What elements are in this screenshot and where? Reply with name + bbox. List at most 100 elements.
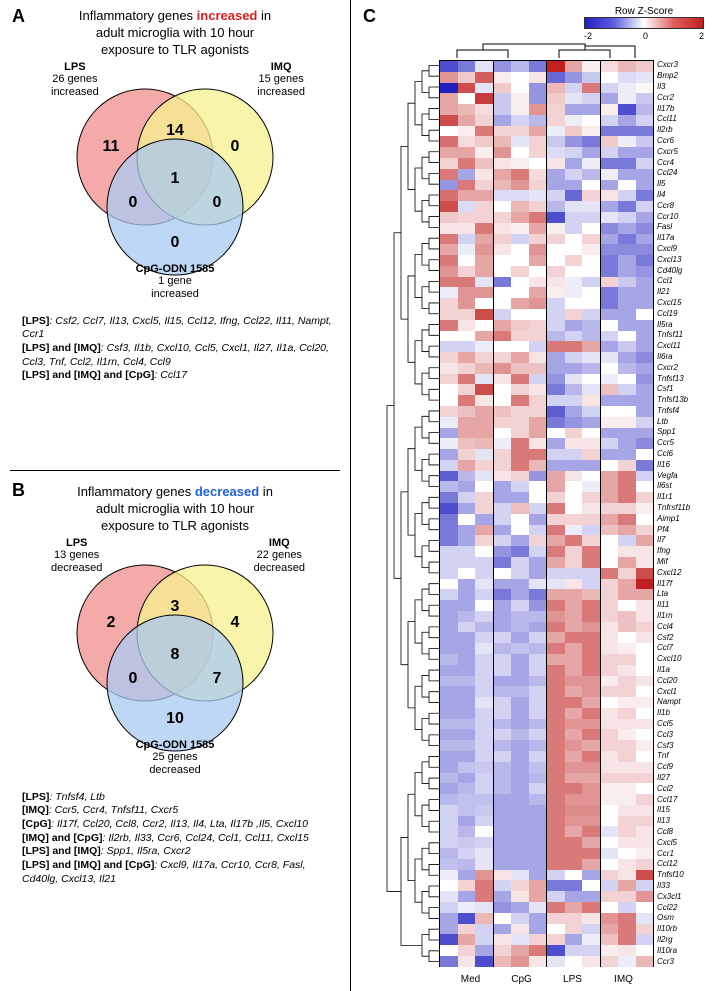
gene-label: Il5ra <box>654 319 710 330</box>
heatmap-row <box>440 309 653 320</box>
heatmap-cell <box>636 665 654 676</box>
heatmap-cell <box>440 816 458 827</box>
heatmap-cell <box>636 93 654 104</box>
heatmap-cell <box>636 266 654 277</box>
heatmap-cell <box>458 93 476 104</box>
heatmap-cell <box>547 492 565 503</box>
heatmap-cell <box>458 417 476 428</box>
heatmap-cell <box>458 115 476 126</box>
heatmap-cell <box>582 859 601 870</box>
heatmap-row <box>440 428 653 439</box>
heatmap-cell <box>475 611 494 622</box>
heatmap-cell <box>547 729 565 740</box>
heatmap-cell <box>601 255 619 266</box>
heatmap-cell <box>440 902 458 913</box>
heatmap-cell <box>511 223 529 234</box>
heatmap-cell <box>529 384 548 395</box>
heatmap-cell <box>565 837 583 848</box>
heatmap-cell <box>547 632 565 643</box>
heatmap-cell <box>618 579 636 590</box>
heatmap-row <box>440 676 653 687</box>
heatmap-row <box>440 859 653 870</box>
heatmap-cell <box>636 104 654 115</box>
heatmap-cell <box>440 341 458 352</box>
gene-label: Ccl22 <box>654 902 710 913</box>
heatmap-cell <box>475 201 494 212</box>
heatmap-cell <box>565 546 583 557</box>
heatmap-row <box>440 762 653 773</box>
heatmap-cell <box>565 773 583 784</box>
heatmap-cell <box>511 180 529 191</box>
heatmap-cell <box>547 126 565 137</box>
heatmap-cell <box>547 115 565 126</box>
heatmap-cell <box>565 514 583 525</box>
heatmap-cell <box>475 93 494 104</box>
heatmap-cell <box>440 643 458 654</box>
heatmap-cell <box>529 277 548 288</box>
heatmap-cell <box>458 611 476 622</box>
bt3: adult microglia with 10 hour <box>96 501 254 516</box>
heatmap-cell <box>636 72 654 83</box>
ztick: 0 <box>643 31 648 41</box>
heatmap-cell <box>440 331 458 342</box>
heatmap-cell <box>458 83 476 94</box>
heatmap-cell <box>618 891 636 902</box>
heatmap-cell <box>547 61 565 72</box>
heatmap-cell <box>636 762 654 773</box>
heatmap-cell <box>582 956 601 967</box>
heatmap-cell <box>565 751 583 762</box>
heatmap-cell <box>636 471 654 482</box>
heatmap-cell <box>636 147 654 158</box>
svg-text:0: 0 <box>171 234 180 251</box>
heatmap-cell <box>636 395 654 406</box>
heatmap-cell <box>494 611 512 622</box>
heatmap-cell <box>636 913 654 924</box>
heatmap-cell <box>494 945 512 956</box>
heatmap-cell <box>636 525 654 536</box>
gene-labels: Cxcr3Bmp2Il3Ccr2Il17bCcl11Il2rbCcr6Cxcr5… <box>654 60 710 967</box>
heatmap-cell <box>565 557 583 568</box>
heatmap-cell <box>636 61 654 72</box>
heatmap-cell <box>618 471 636 482</box>
heatmap-cell <box>458 805 476 816</box>
heatmap-cell <box>547 816 565 827</box>
heatmap-cell <box>475 697 494 708</box>
heatmap-cell <box>511 568 529 579</box>
heatmap-cell <box>494 449 512 460</box>
heatmap-cell <box>636 880 654 891</box>
heatmap-cell <box>636 374 654 385</box>
heatmap-cell <box>440 697 458 708</box>
gene-label: Ccl3 <box>654 729 710 740</box>
heatmap-cell <box>582 557 601 568</box>
heatmap-cell <box>582 762 601 773</box>
heatmap-cell <box>636 708 654 719</box>
venn-b-svg: 2 4 10 3 0 7 8 <box>45 543 305 763</box>
heatmap-cell <box>582 686 601 697</box>
heatmap-cell <box>494 395 512 406</box>
heatmap-cell <box>440 880 458 891</box>
gene-label: Cxcl12 <box>654 567 710 578</box>
heatmap-cell <box>494 708 512 719</box>
heatmap-cell <box>601 708 619 719</box>
bt4: exposure to TLR agonists <box>101 518 249 533</box>
heatmap-cell <box>440 363 458 374</box>
heatmap-cell <box>582 223 601 234</box>
heatmap-cell <box>582 870 601 881</box>
heatmap-cell <box>565 428 583 439</box>
heatmap-cell <box>475 525 494 536</box>
heatmap-cell <box>547 352 565 363</box>
heatmap-cell <box>601 632 619 643</box>
heatmap-cell <box>494 341 512 352</box>
heatmap-row <box>440 924 653 935</box>
heatmap-cell <box>529 794 548 805</box>
heatmap-cell <box>440 632 458 643</box>
heatmap-cell <box>440 309 458 320</box>
heatmap-cell <box>618 643 636 654</box>
ztick: -2 <box>584 31 592 41</box>
heatmap-cell <box>636 934 654 945</box>
heatmap-cell <box>618 773 636 784</box>
heatmap-cell <box>618 201 636 212</box>
heatmap-cell <box>582 697 601 708</box>
heatmap-cell <box>494 902 512 913</box>
heatmap-cell <box>529 622 548 633</box>
